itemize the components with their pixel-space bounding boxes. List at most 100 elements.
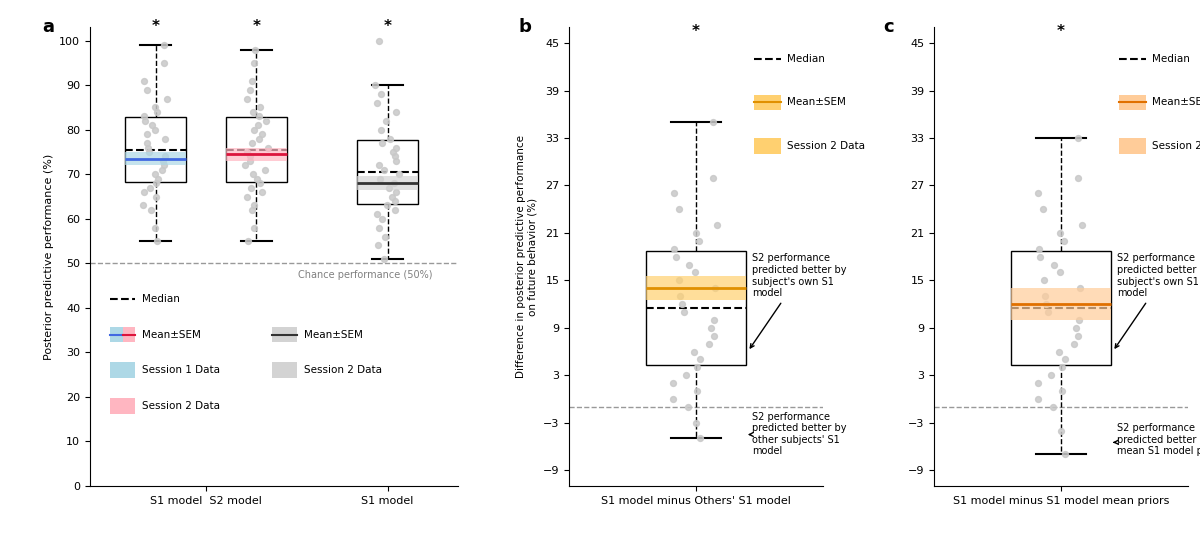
Point — [244, 58, 263, 67]
Point — [686, 418, 706, 427]
Point — [372, 90, 391, 98]
Point — [1036, 292, 1055, 300]
Point — [140, 183, 160, 192]
Point — [690, 236, 709, 245]
Text: Session 1 Data: Session 1 Data — [143, 365, 221, 375]
Point — [383, 147, 402, 156]
Point — [244, 170, 263, 179]
Point — [142, 121, 161, 129]
Point — [371, 174, 390, 183]
Text: Median: Median — [143, 294, 180, 304]
Point — [703, 173, 722, 182]
Point — [148, 108, 167, 116]
Bar — [125, 152, 186, 165]
Point — [137, 85, 156, 94]
Point — [134, 76, 154, 85]
Point — [251, 103, 270, 112]
Point — [671, 292, 690, 300]
Point — [665, 245, 684, 253]
Point — [145, 103, 164, 112]
Text: S2 performance
predicted better by
mean S1 model priors: S2 performance predicted better by mean … — [1114, 423, 1200, 456]
Point — [688, 387, 707, 395]
Point — [248, 121, 268, 129]
PathPatch shape — [358, 140, 418, 204]
Point — [241, 157, 260, 165]
Point — [685, 347, 704, 356]
Point — [155, 152, 174, 161]
Point — [1055, 236, 1074, 245]
Point — [250, 134, 269, 143]
Text: Session 2 Data: Session 2 Data — [143, 401, 221, 411]
Point — [385, 205, 404, 214]
Text: Session 2 Data: Session 2 Data — [787, 141, 865, 151]
Point — [376, 232, 395, 241]
Bar — [122, 327, 136, 342]
Point — [1050, 347, 1069, 356]
Point — [382, 192, 401, 201]
Bar — [1120, 94, 1146, 110]
Point — [384, 179, 403, 187]
Text: *: * — [1057, 24, 1066, 39]
Point — [664, 189, 683, 198]
Point — [134, 112, 154, 121]
Point — [703, 118, 722, 127]
Point — [370, 161, 389, 170]
Point — [241, 85, 260, 94]
Point — [145, 223, 164, 232]
Point — [670, 276, 689, 284]
Point — [253, 130, 272, 139]
Point — [386, 157, 406, 165]
Point — [372, 139, 391, 147]
Bar — [110, 398, 136, 413]
Point — [702, 323, 721, 332]
Point — [1051, 426, 1070, 435]
PathPatch shape — [647, 251, 746, 365]
Point — [155, 58, 174, 67]
Point — [242, 139, 262, 147]
Point — [1039, 307, 1058, 316]
Point — [1028, 189, 1048, 198]
PathPatch shape — [1012, 251, 1111, 365]
Point — [1042, 371, 1061, 379]
Point — [252, 188, 271, 197]
Point — [235, 161, 254, 170]
Point — [155, 161, 174, 170]
Point — [1050, 268, 1069, 277]
Text: Mean±SEM: Mean±SEM — [143, 330, 202, 340]
Point — [238, 94, 257, 103]
Text: S2 performance
predicted better by
subject's own S1
model: S2 performance predicted better by subje… — [750, 253, 847, 348]
Text: Median: Median — [1152, 54, 1189, 64]
Point — [370, 223, 389, 232]
Point — [373, 215, 392, 223]
Point — [374, 165, 394, 174]
Point — [134, 188, 154, 197]
Point — [1051, 229, 1070, 238]
Text: *: * — [151, 19, 160, 34]
Point — [367, 99, 386, 108]
Point — [1056, 355, 1075, 364]
Point — [242, 205, 262, 214]
Point — [1052, 363, 1072, 372]
Point — [139, 147, 158, 156]
Text: b: b — [518, 18, 532, 36]
Text: S2 performance
predicted better by
subject's own S1
model: S2 performance predicted better by subje… — [1115, 253, 1200, 348]
Point — [157, 94, 176, 103]
Point — [1073, 221, 1092, 229]
Text: *: * — [252, 19, 260, 34]
Bar — [647, 276, 746, 300]
Point — [691, 355, 710, 364]
Point — [238, 236, 257, 245]
Point — [1068, 134, 1087, 143]
Text: Mean±SEM: Mean±SEM — [787, 97, 846, 108]
Point — [1069, 316, 1088, 324]
Bar — [1120, 138, 1146, 154]
Point — [1034, 276, 1054, 284]
Point — [242, 76, 262, 85]
Point — [247, 174, 266, 183]
Point — [256, 165, 275, 174]
Text: Session 2 Data: Session 2 Data — [304, 365, 382, 375]
Point — [708, 221, 727, 229]
Text: Median: Median — [787, 54, 824, 64]
Text: Session 2 Data: Session 2 Data — [1152, 141, 1200, 151]
Text: Mean±SEM: Mean±SEM — [1152, 97, 1200, 108]
